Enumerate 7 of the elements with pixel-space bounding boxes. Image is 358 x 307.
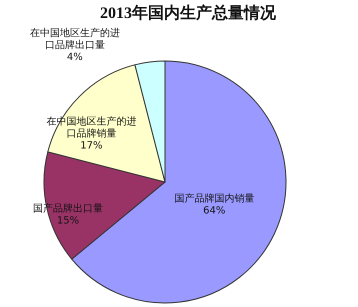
data-label: 15% <box>56 216 80 227</box>
data-label: 64% <box>203 206 226 217</box>
chart-title: 2013年国内生产总量情况 <box>100 4 277 22</box>
data-label: 17% <box>80 140 103 152</box>
slice-label: 在中国地区生产的进口品牌出口量 <box>30 26 120 51</box>
data-label: 4% <box>66 52 83 63</box>
slice-label: 国产品牌国内销量 <box>174 192 254 205</box>
